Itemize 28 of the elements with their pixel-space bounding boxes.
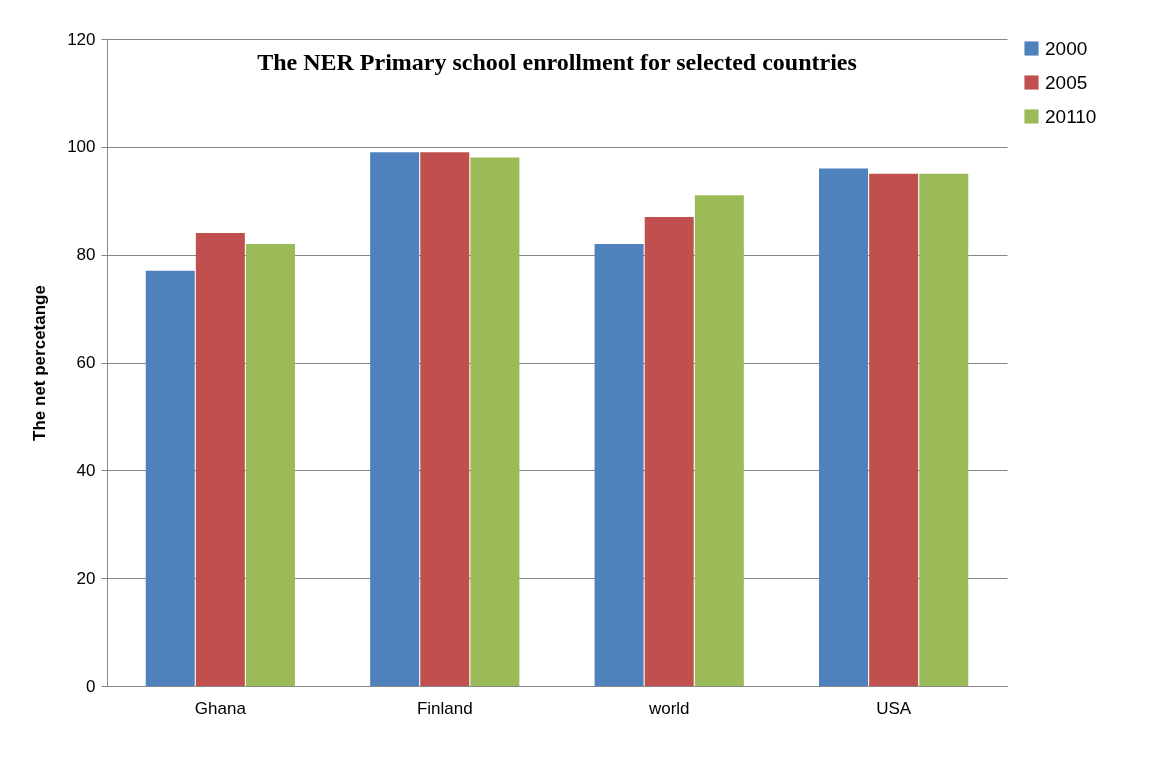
y-axis-title: The net percetange [30, 285, 50, 441]
legend-label: 2000 [1045, 37, 1088, 59]
bar [919, 173, 969, 686]
legend-label: 2005 [1045, 71, 1088, 93]
chart-title: The NER Primary school enrollment for selected countries [257, 49, 857, 75]
bar [644, 216, 694, 686]
bar [145, 270, 195, 686]
y-tick-label: 60 [76, 353, 96, 372]
y-tick-label: 40 [76, 460, 96, 480]
x-tick-label: USA [876, 698, 912, 718]
bar [819, 168, 869, 686]
bar [694, 195, 744, 686]
x-tick-label: Ghana [194, 698, 247, 718]
legend-label: 20110 [1045, 105, 1097, 127]
x-tick-label: Finland [416, 698, 473, 718]
bar [594, 243, 644, 686]
x-tick-label: world [647, 698, 690, 718]
y-tick-label: 120 [67, 29, 96, 49]
y-tick-label: 80 [76, 245, 96, 265]
bar [420, 152, 470, 686]
y-tick-label: 20 [76, 568, 96, 588]
y-tick-label: 0 [86, 676, 96, 696]
bar [470, 157, 520, 686]
bar [869, 173, 919, 686]
bar [195, 233, 245, 686]
y-tick-label: 100 [67, 137, 96, 157]
bar [245, 243, 295, 686]
bar [370, 152, 420, 686]
